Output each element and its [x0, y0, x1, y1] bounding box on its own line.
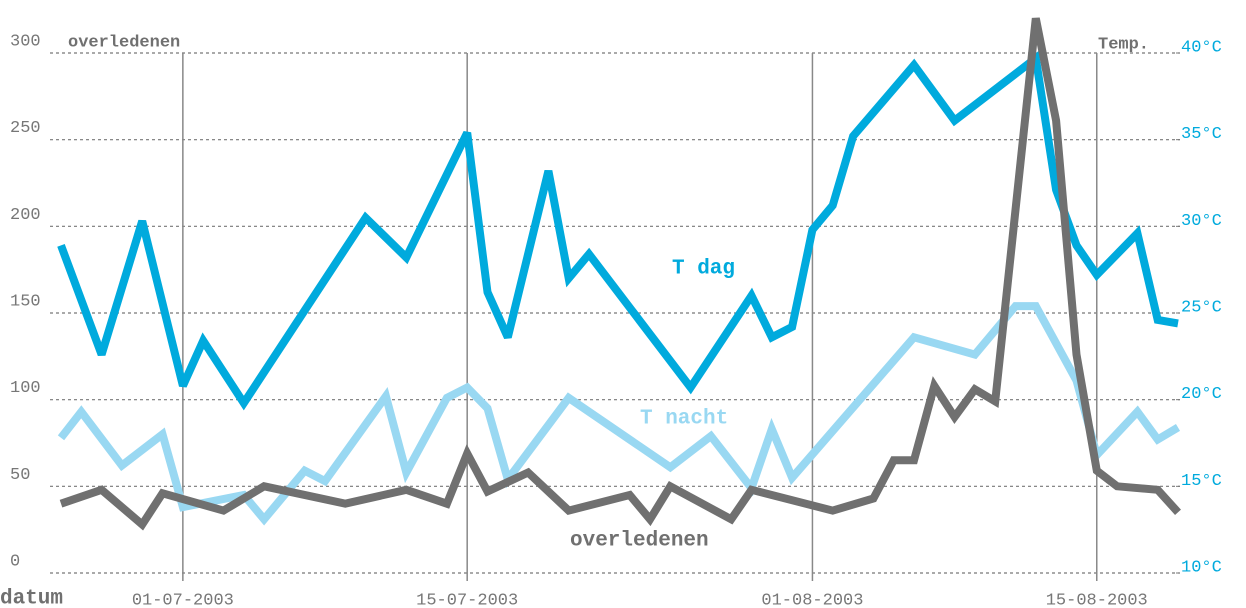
y-tick-label: 0: [10, 552, 20, 571]
y2-tick-label: 25°C: [1181, 298, 1222, 317]
y-tick-label: 200: [10, 206, 41, 225]
x-axis-title: datum: [0, 588, 63, 608]
x-tick-label: 01-07-2003: [132, 591, 234, 608]
y2-axis-title: Temp.: [1098, 35, 1149, 54]
series-line: [59, 17, 1181, 531]
y-tick-label: 250: [10, 119, 41, 138]
y-tick-label: 150: [10, 292, 41, 311]
series-label: T dag: [672, 258, 735, 281]
y2-tick-label: 20°C: [1181, 385, 1222, 404]
y2-tick-label: 30°C: [1181, 212, 1222, 231]
y-axis-title: overledenen: [68, 33, 180, 52]
y2-tick-label: 10°C: [1181, 558, 1222, 577]
y2-tick-label: 35°C: [1181, 125, 1222, 144]
y2-tick-label: 40°C: [1181, 38, 1222, 57]
series-label: overledenen: [570, 530, 709, 553]
x-tick-label: 01-08-2003: [761, 591, 863, 608]
y-tick-label: 50: [10, 466, 30, 485]
y-tick-label: 300: [10, 32, 41, 51]
y2-tick-label: 15°C: [1181, 472, 1222, 491]
x-tick-label: 15-08-2003: [1046, 591, 1148, 608]
series-label: T nacht: [640, 408, 728, 431]
x-tick-label: 15-07-2003: [416, 591, 518, 608]
y-tick-label: 100: [10, 379, 41, 398]
series-line: [57, 302, 1181, 526]
